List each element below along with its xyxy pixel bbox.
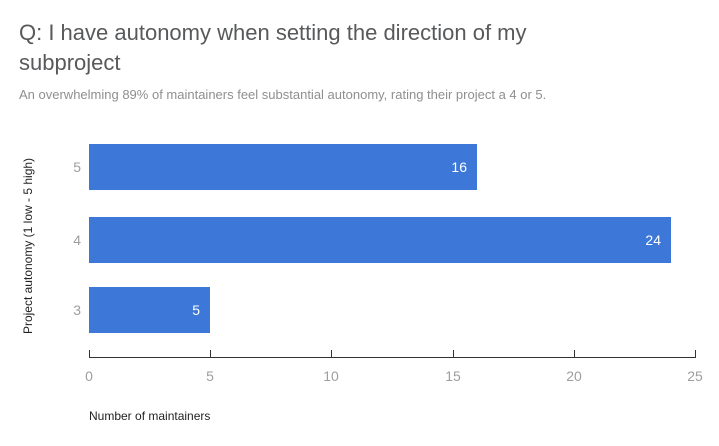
x-tick-label: 0	[85, 368, 93, 384]
bar: 24	[89, 217, 671, 263]
chart-title: Q: I have autonomy when setting the dire…	[19, 20, 527, 75]
bar-value-label: 16	[451, 159, 467, 175]
axis-tick	[89, 350, 90, 357]
x-axis-line	[89, 357, 696, 358]
axis-tick	[210, 350, 211, 357]
axis-tick	[574, 350, 575, 357]
x-tick-label: 15	[445, 368, 461, 384]
bar: 16	[89, 144, 477, 190]
category-label: 4	[73, 232, 81, 248]
y-axis-title: Project autonomy (1 low - 5 high)	[21, 157, 35, 335]
category-label: 3	[73, 302, 81, 318]
axis-tick	[331, 350, 332, 357]
bar: 5	[89, 287, 210, 333]
category-label: 5	[73, 159, 81, 175]
chart-subtitle: An overwhelming 89% of maintainers feel …	[19, 87, 547, 102]
axis-tick	[453, 350, 454, 357]
x-axis-title: Number of maintainers	[89, 409, 211, 423]
axis-tick	[695, 350, 696, 357]
x-tick-label: 20	[566, 368, 582, 384]
x-tick-label: 5	[206, 368, 214, 384]
x-tick-label: 10	[323, 368, 339, 384]
x-tick-label: 25	[687, 368, 703, 384]
bar-value-label: 5	[192, 302, 200, 318]
bar-value-label: 24	[645, 232, 661, 248]
